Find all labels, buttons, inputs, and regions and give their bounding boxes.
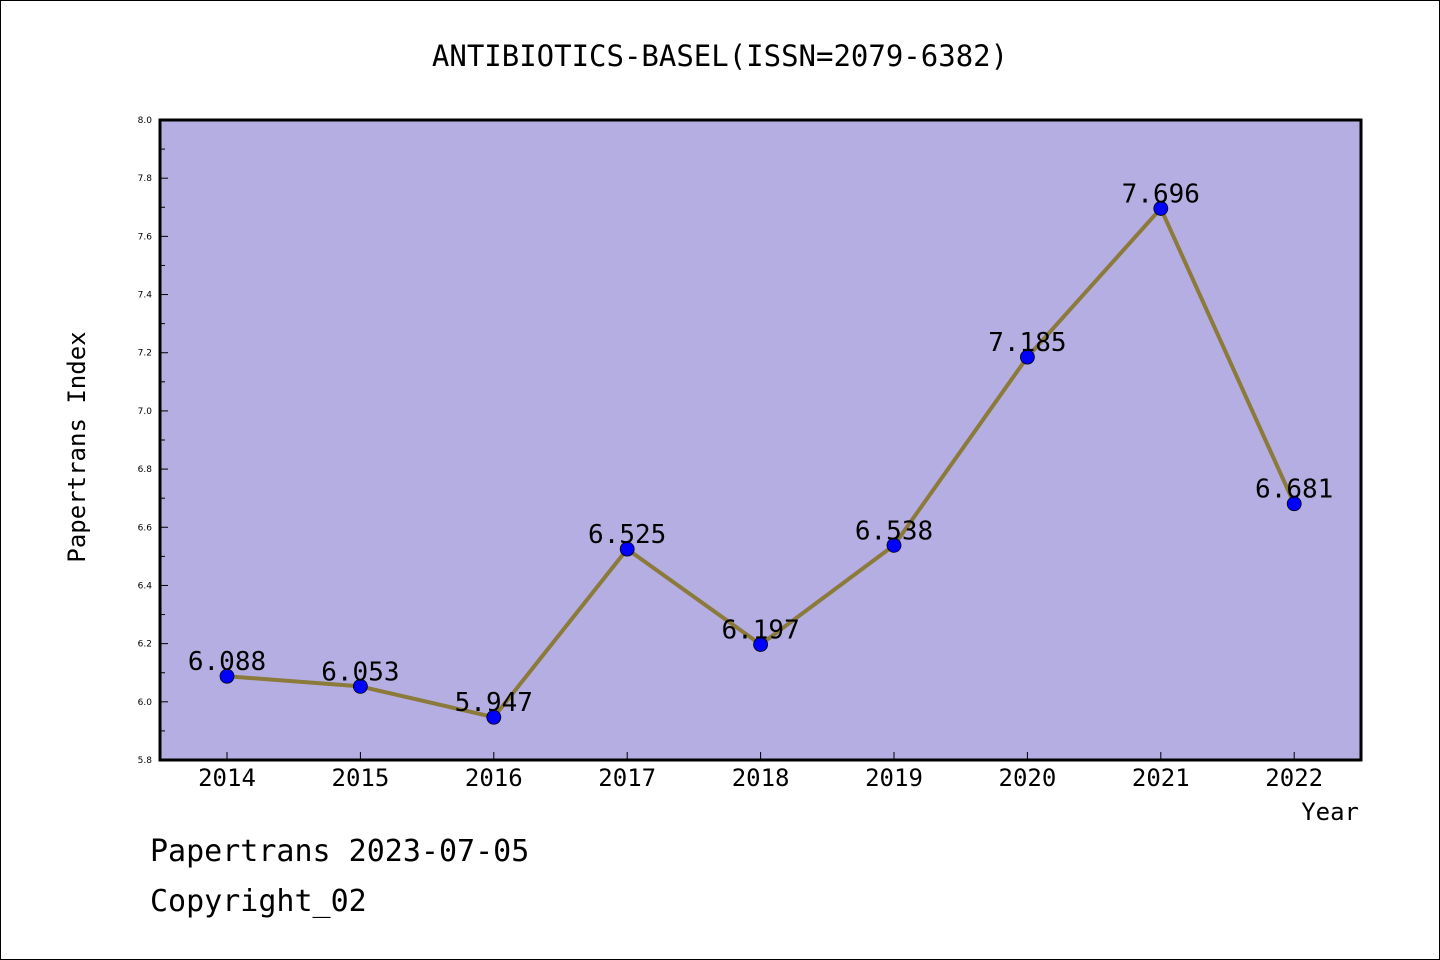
data-point (753, 637, 768, 652)
y-tick-label: 6.2 (138, 640, 152, 650)
y-tick-label: 7.2 (138, 349, 152, 359)
data-label: 6.525 (588, 520, 666, 550)
x-tick-label: 2022 (1265, 764, 1323, 792)
x-tick-label: 2014 (198, 764, 256, 792)
y-tick-label: 7.4 (138, 291, 153, 301)
x-tick-label: 2019 (865, 764, 923, 792)
y-tick-label: 7.8 (138, 174, 153, 184)
footer-copyright: Copyright_02 (150, 884, 367, 919)
x-tick-label: 2015 (332, 764, 390, 792)
y-tick-label: 5.8 (138, 756, 153, 766)
data-label: 6.538 (855, 516, 933, 546)
y-tick-label: 6.0 (138, 698, 153, 708)
y-tick-label: 7.0 (138, 407, 153, 417)
data-label: 5.947 (455, 688, 533, 718)
data-point (1153, 201, 1169, 216)
x-tick-label: 2021 (1132, 764, 1190, 792)
x-tick-label: 2018 (732, 764, 790, 792)
chart-title: ANTIBIOTICS-BASEL(ISSN=2079-6382) (432, 39, 1008, 73)
data-label: 6.197 (721, 616, 799, 646)
data-point (352, 679, 368, 694)
data-label: 6.088 (188, 647, 266, 677)
data-point (1286, 496, 1302, 512)
x-tick-label: 2017 (598, 764, 656, 792)
plot-area (158, 118, 1363, 762)
data-label: 6.681 (1255, 475, 1333, 505)
footer-source: Papertrans 2023-07-05 (150, 834, 530, 869)
y-tick-label: 6.8 (138, 465, 153, 475)
data-point (886, 537, 902, 553)
x-axis-label: Year (1301, 798, 1359, 826)
y-tick-label: 6.6 (138, 523, 153, 533)
data-label: 7.696 (1122, 179, 1200, 209)
y-tick-label: 8.0 (138, 116, 153, 126)
y-axis-label: Papertrans Index (63, 331, 91, 562)
y-tick-label: 6.4 (138, 581, 153, 591)
x-tick-label: 2020 (999, 764, 1057, 792)
data-point (1020, 349, 1035, 365)
data-label: 7.185 (988, 328, 1066, 358)
data-label: 6.053 (321, 657, 399, 687)
y-tick-label: 7.6 (138, 232, 153, 242)
data-point (619, 541, 635, 557)
data-point (219, 668, 235, 684)
x-tick-label: 2016 (465, 764, 523, 792)
data-point (486, 709, 502, 725)
